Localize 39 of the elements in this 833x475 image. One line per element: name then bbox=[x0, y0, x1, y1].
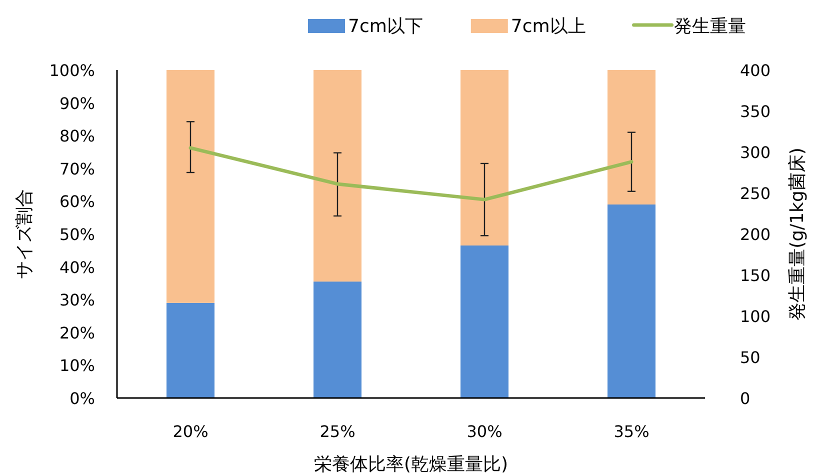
bar bbox=[166, 70, 214, 303]
x-axis-title: 栄養体比率(乾燥重量比) bbox=[314, 454, 508, 475]
y-tick-label: 90% bbox=[59, 94, 95, 113]
bar bbox=[460, 245, 508, 398]
legend-label: 7cm以上 bbox=[510, 16, 586, 37]
bar bbox=[608, 70, 656, 204]
bar bbox=[166, 302, 214, 398]
x-tick-label: 20% bbox=[172, 422, 208, 441]
y2-tick-label: 150 bbox=[740, 266, 771, 285]
x-tick-label: 35% bbox=[614, 422, 650, 441]
y-tick-label: 60% bbox=[59, 192, 95, 212]
bar bbox=[314, 70, 362, 282]
y2-tick-label: 50 bbox=[740, 348, 760, 367]
x-tick-label: 25% bbox=[320, 422, 356, 441]
legend-label: 発生重量 bbox=[674, 16, 746, 37]
y2-tick-label: 300 bbox=[740, 143, 771, 162]
y-tick-label: 50% bbox=[59, 225, 95, 244]
bar bbox=[314, 282, 362, 398]
y-tick-label: 30% bbox=[59, 290, 95, 310]
legend-label: 7cm以下 bbox=[348, 16, 423, 37]
y2-tick-label: 0 bbox=[740, 389, 750, 408]
y-tick-label: 100% bbox=[49, 61, 95, 80]
y2-tick-label: 250 bbox=[740, 184, 771, 203]
y2-tick-label: 400 bbox=[740, 61, 771, 80]
line-series bbox=[188, 146, 634, 202]
bar bbox=[460, 70, 508, 246]
y-tick-label: 40% bbox=[59, 258, 95, 277]
y-tick-label: 20% bbox=[59, 323, 95, 342]
bar bbox=[608, 204, 656, 398]
y2-tick-label: 200 bbox=[740, 225, 771, 244]
y-tick-label: 0% bbox=[70, 389, 95, 408]
y2-tick-label: 350 bbox=[740, 102, 771, 121]
y-tick-label: 80% bbox=[59, 126, 95, 146]
y-tick-label: 10% bbox=[59, 356, 95, 376]
y-tick-label: 70% bbox=[59, 159, 95, 178]
x-tick-label: 30% bbox=[466, 422, 502, 441]
y2-axis-title: 発生重量(g/1kg菌床) bbox=[787, 148, 808, 320]
y-axis-title: サイズ割合 bbox=[14, 189, 35, 279]
y2-tick-label: 100 bbox=[740, 307, 771, 326]
